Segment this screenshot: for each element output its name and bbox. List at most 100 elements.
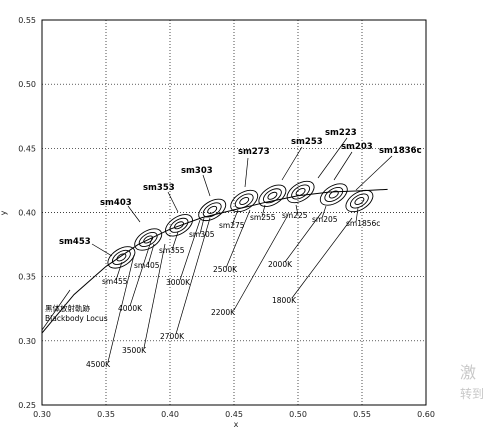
label-sm253: sm253 [291,137,323,147]
x-tick-label: 0.30 [33,410,51,419]
ellipse-sm1856c [345,189,374,213]
leader-line [127,205,141,223]
leader-line [244,157,249,188]
inner-ellipse [349,193,369,209]
outer-ellipse [319,183,348,206]
leader-line [179,219,201,281]
x-tick-label: 0.45 [225,410,243,419]
label-sm453: sm453 [59,237,91,247]
watermark-text: 转到 [460,386,484,401]
label-sm1856c-inner: sm1856c [346,219,380,228]
leader-line [147,243,155,266]
blackbody-locus [41,188,388,334]
leader-line [333,151,353,181]
x-tick-label: 0.35 [97,410,115,419]
label-4000k: 4000K [118,304,143,313]
inner-ellipse [291,184,311,200]
axes: 0.30 0.35 0.40 0.45 0.50 0.55 0.600.250.300.35… [18,16,435,419]
leader-line [233,214,289,311]
label-1800k: 1800K [272,296,297,305]
label-sm255: sm255 [250,213,276,222]
leader-line [167,191,179,213]
label-sm275: sm275 [219,221,245,230]
leader-line [171,231,179,251]
leader-line [284,211,323,263]
core-ellipse [239,196,250,206]
leader-line [143,243,166,349]
y-tick-label: 0.35 [18,273,36,282]
core-ellipse [116,253,127,262]
leader-line [231,209,239,226]
label-sm203: sm203 [341,142,373,152]
inner-ellipse [169,217,189,233]
inner-ellipse [262,188,282,204]
leader-line [202,174,211,197]
inner-ellipse [202,202,222,218]
leader-line [281,146,303,181]
outer-ellipse [107,246,136,269]
ellipse-sm205 [319,183,348,206]
ellipse-sm405 [134,228,163,251]
leader-line [91,243,113,257]
leader-line [107,254,135,363]
ellipse-sm255 [258,184,287,207]
leader-line [41,289,71,331]
outer-ellipse [230,189,259,213]
ellipse-sm305 [198,198,227,222]
y-axis-label: y [0,210,8,215]
inner-ellipse [324,186,344,203]
label-2000k: 2000K [268,260,293,269]
label-3500k: 3500K [122,346,147,355]
leader-line [129,237,153,307]
label-2200k: 2200K [211,308,236,317]
labels: sm453 sm403 sm353 sm303 sm273 sm253 sm22… [0,128,484,428]
leader-line [295,204,299,216]
label-sm355: sm355 [159,246,185,255]
inner-ellipse [234,193,254,209]
x-tick-label: 0.50 [289,410,307,419]
ellipse-sm275 [230,189,259,213]
leader-line [355,155,393,191]
leader-line [355,207,359,223]
label-2500k: 2500K [213,265,238,274]
label-sm455: sm455 [102,277,128,286]
watermark-char: 激 [460,363,476,382]
outer-ellipse [258,184,287,207]
label-sm205: sm205 [312,215,338,224]
label-sm405: sm405 [134,261,160,270]
leader-line [225,209,251,269]
x-tick-label: 0.40 [161,410,179,419]
core-ellipse [143,235,154,244]
label-sm1836c: sm1836c [379,146,422,156]
label-sm353: sm353 [143,183,175,193]
leader-line [321,205,327,219]
blackbody-locus-line [41,188,388,334]
outer-ellipse [345,189,374,213]
y-tick-label: 0.45 [18,144,36,153]
ellipse-sm225 [286,180,315,204]
inner-ellipse [138,231,158,248]
ellipse-sm453 [107,246,136,269]
outer-ellipse [286,180,315,204]
outer-ellipse [165,214,193,237]
label-3000k: 3000K [166,278,191,287]
core-ellipse [328,190,339,199]
y-tick-label: 0.55 [18,16,36,25]
blackbody-label-cn: 黑体放射軌跡 [45,303,90,313]
label-sm305: sm305 [189,230,215,239]
y-tick-label: 0.25 [18,401,36,410]
y-tick-label: 0.50 [18,80,36,89]
outer-ellipse [134,228,163,251]
macadam-ellipses [107,180,374,269]
grid [42,20,426,405]
label-sm225: sm225 [282,211,308,220]
core-ellipse [354,196,365,206]
x-tick-label: 0.60 [417,410,435,419]
leader-lines [41,137,393,363]
ellipse-sm355 [165,214,193,237]
y-tick-label: 0.40 [18,209,36,218]
label-2700k: 2700K [160,332,185,341]
label-4500k: 4500K [86,360,111,369]
outer-ellipse [198,198,227,222]
